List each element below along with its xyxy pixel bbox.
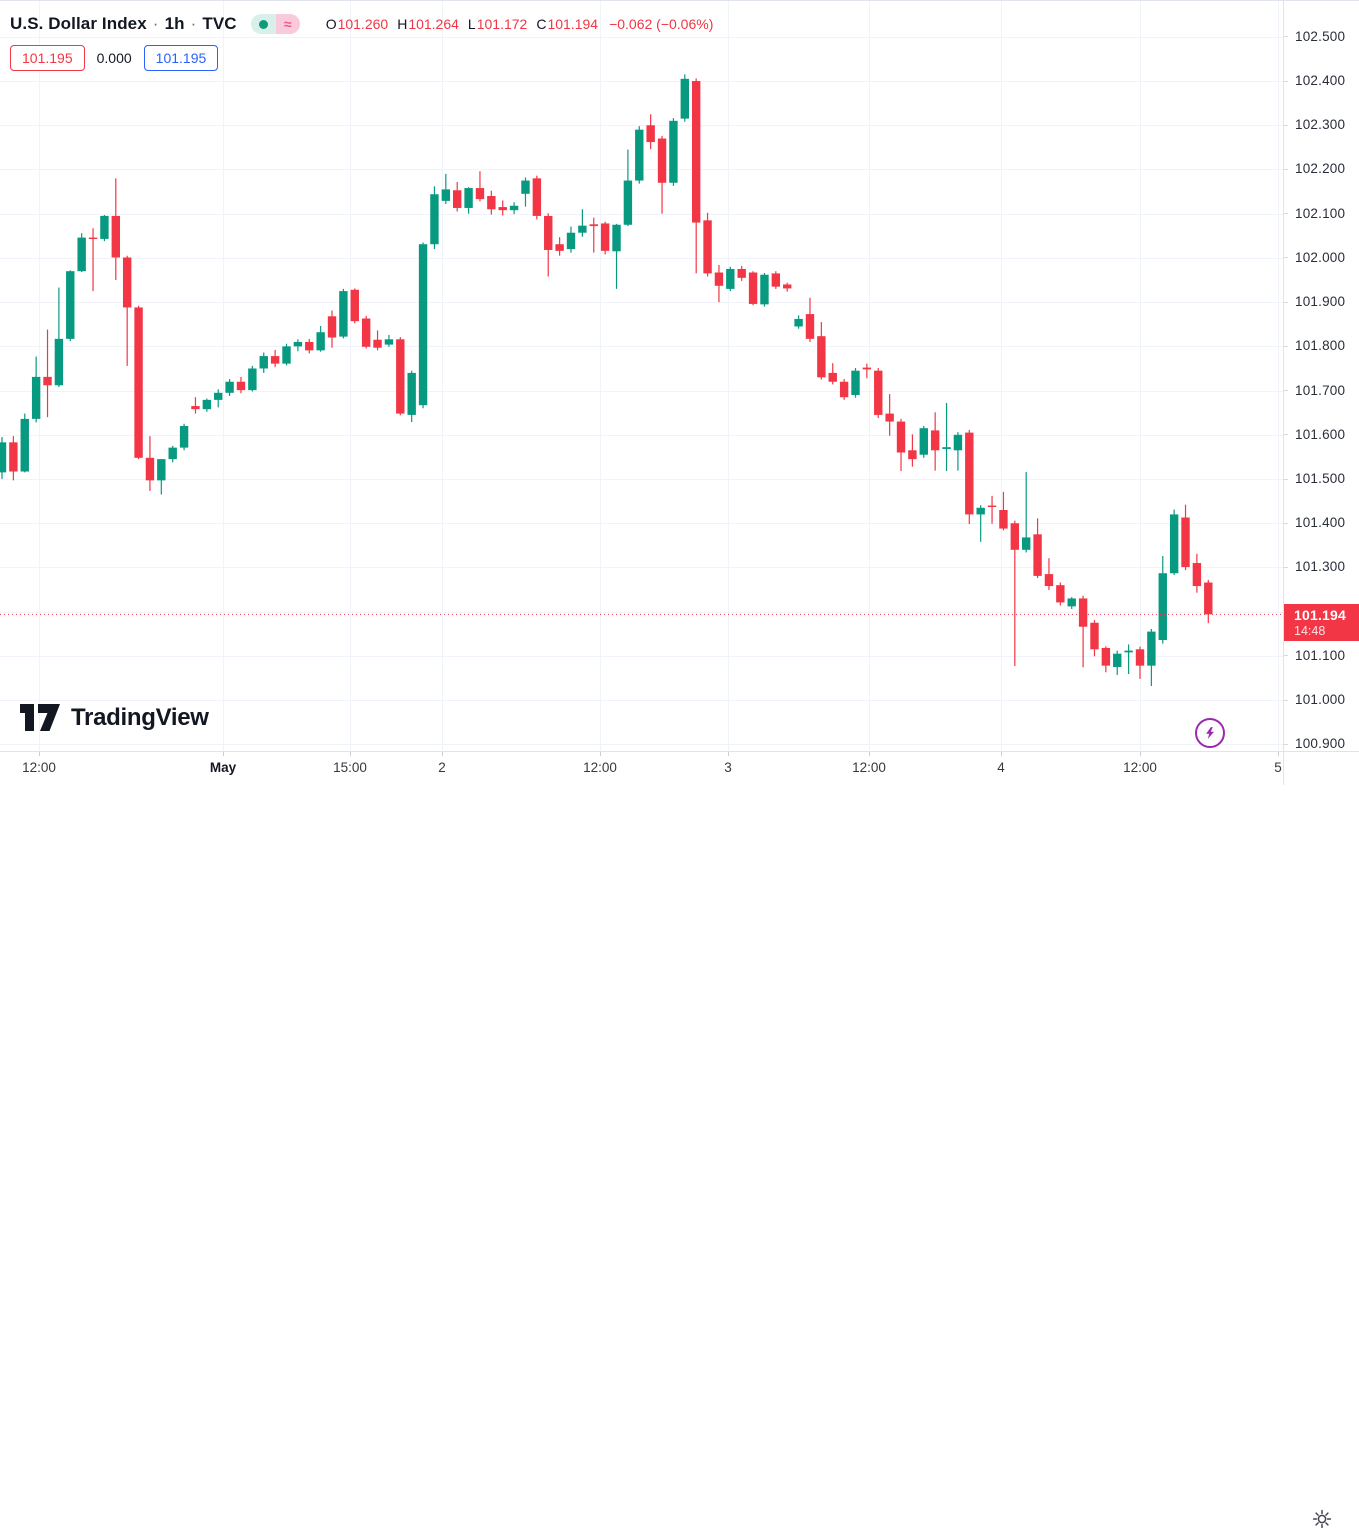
time-axis-tick [1278,752,1279,756]
spread-value: 0.000 [96,50,132,66]
time-tick-label: 12:00 [583,760,617,775]
market-open-dot-icon [250,14,276,34]
price-tick-label: 101.600 [1295,426,1346,442]
time-axis-tick [1001,752,1002,756]
price-axis-tick [1284,80,1288,82]
time-axis-tick [442,752,443,756]
market-status-pill[interactable]: ≈ [250,14,300,34]
price-tick-label: 102.000 [1295,249,1346,265]
price-tick-label: 102.500 [1295,28,1346,44]
price-axis-tick [1284,743,1288,745]
price-axis[interactable]: 102.500 102.400 102.300 102.200 102.100 102.0… [1283,1,1359,751]
time-tick-label: 12:00 [1123,760,1157,775]
close-label: C [536,16,547,32]
price-tick-label: 101.500 [1295,471,1346,487]
current-price-badge: 101.194 14:48 [1284,604,1359,642]
time-axis-tick [600,752,601,756]
price-axis-tick [1284,168,1288,170]
axis-settings-button[interactable] [1312,1509,1332,1529]
price-tick-label: 102.300 [1295,117,1346,133]
price-axis-tick [1284,36,1288,38]
approximate-price-icon: ≈ [275,14,300,34]
time-tick-label: 2 [438,760,446,775]
price-tick-label: 101.100 [1295,647,1346,663]
price-axis-tick [1284,522,1288,524]
open-value: 101.260 [337,16,389,32]
price-tick-label: 101.400 [1295,515,1346,531]
chart-legend: U.S. Dollar Index · 1h · TVC ≈ O101.260 H101… [10,12,713,71]
tradingview-mark-icon [20,704,60,731]
price-axis-tick [1284,213,1288,215]
sell-price-button[interactable]: 101.195 [10,45,85,71]
price-tick-label: 101.000 [1295,692,1346,708]
high-label: H [397,16,408,32]
price-axis-tick [1284,478,1288,480]
price-tick-label: 101.300 [1295,559,1346,575]
close-value: 101.194 [547,16,599,32]
price-tick-label: 100.900 [1295,736,1346,752]
price-tick-label: 102.400 [1295,73,1346,89]
time-axis[interactable]: 12:00 May 15:00 2 12:00 3 12:00 4 12:00 5 [0,751,1359,785]
time-axis-tick [223,752,224,756]
gear-icon [1312,1509,1332,1529]
price-axis-tick [1284,434,1288,436]
bar-countdown: 14:48 [1294,623,1326,638]
time-axis-tick [39,752,40,756]
price-axis-tick [1284,390,1288,392]
low-value: 101.172 [476,16,528,32]
time-axis-tick [728,752,729,756]
symbol-name: U.S. Dollar Index [10,14,147,33]
time-axis-tick [1140,752,1141,756]
tradingview-logo[interactable]: TradingView [20,704,209,732]
title-separator: · [190,14,197,33]
ohlc-values: O101.260 H101.264 L101.172 C101.194 −0.0… [326,16,714,32]
time-tick-label: 3 [724,760,732,775]
price-axis-tick [1284,566,1288,568]
change-value: −0.062 (−0.06%) [609,16,714,32]
buy-price-button[interactable]: 101.195 [143,45,219,71]
price-axis-tick [1284,345,1288,347]
price-axis-tick [1284,124,1288,126]
candlestick-chart[interactable] [0,1,1359,785]
symbol-title[interactable]: U.S. Dollar Index · 1h · TVC [10,14,237,34]
price-axis-tick [1284,257,1288,259]
price-tick-label: 102.100 [1295,205,1346,221]
lightning-bolt-icon [1206,727,1215,739]
time-axis-tick [350,752,351,756]
price-axis-tick [1284,301,1288,303]
price-axis-tick [1284,699,1288,701]
interval-label: 1h [164,14,185,33]
price-tick-label: 101.700 [1295,382,1346,398]
tradingview-wordmark: TradingView [71,704,209,731]
exchange-label: TVC [202,14,237,33]
time-tick-label: 5 [1274,760,1282,775]
price-tick-label: 102.200 [1295,161,1346,177]
time-tick-label: May [209,760,237,775]
time-tick-label: 4 [997,760,1005,775]
high-value: 101.264 [408,16,459,32]
time-tick-label: 12:00 [852,760,886,775]
current-price-value: 101.194 [1294,606,1347,623]
price-axis-tick [1284,655,1288,657]
title-separator: · [152,14,159,33]
price-tick-label: 101.800 [1295,338,1346,354]
axis-corner [1283,751,1359,1529]
time-tick-label: 12:00 [22,760,56,775]
instant-trading-button[interactable] [1195,718,1225,748]
price-tick-label: 101.900 [1295,294,1346,310]
open-label: O [325,16,337,32]
time-axis-tick [869,752,870,756]
time-tick-label: 15:00 [333,760,367,775]
low-label: L [467,16,476,32]
